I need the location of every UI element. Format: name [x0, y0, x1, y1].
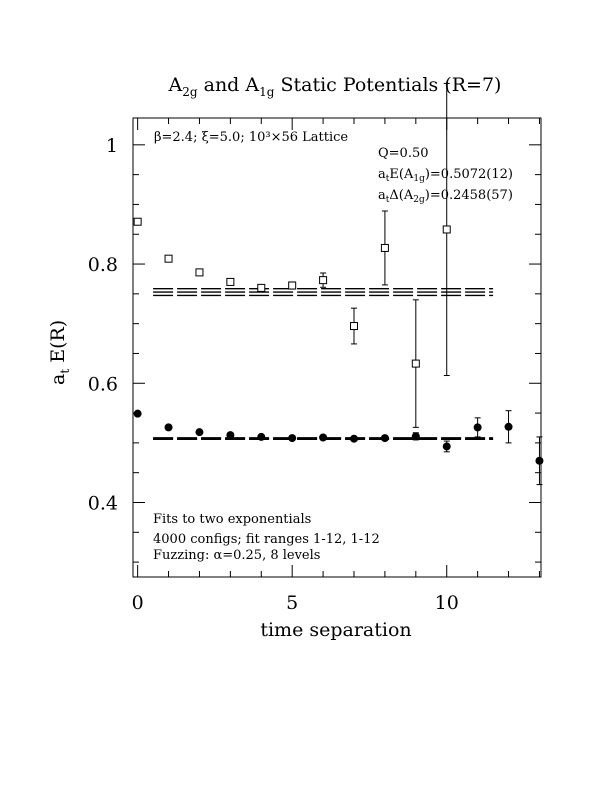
series-marks — [133, 82, 544, 486]
square-marker — [257, 283, 266, 292]
chart-title: A2g and A1g Static Potentials (R=7) — [168, 74, 502, 99]
a1g-point — [133, 409, 142, 418]
square-marker — [133, 217, 142, 226]
y-tick-label: 0.6 — [88, 373, 118, 395]
annotation-d-a2g: atΔ(A2g)=0.2458(57) — [378, 188, 513, 205]
circle-marker — [319, 433, 328, 442]
y-tick-label: 1 — [106, 135, 118, 157]
a2g-point — [133, 217, 142, 226]
circle-marker — [133, 409, 142, 418]
a1g-point — [350, 434, 358, 443]
a2g-point — [380, 210, 389, 286]
circle-marker — [380, 434, 389, 443]
x-tick-label: 0 — [132, 592, 144, 614]
axis-tick-labels: 0 5 10 0.4 0.6 0.8 1 — [88, 135, 459, 614]
a2g-point — [195, 268, 204, 277]
circle-marker — [164, 423, 173, 432]
plot-frame — [132, 117, 542, 578]
annotation-lattice: β=2.4; ξ=5.0; 10³×56 Lattice — [154, 130, 348, 145]
a2g-point — [411, 299, 420, 428]
circle-marker — [411, 432, 420, 441]
a1g-point — [164, 423, 173, 432]
x-tick-label: 5 — [286, 592, 298, 614]
a1g-point — [473, 417, 482, 438]
square-marker — [380, 243, 389, 252]
a1g-point — [411, 432, 420, 441]
a1g-point — [535, 436, 544, 486]
a1g-point — [226, 431, 235, 440]
a1g-point — [257, 432, 266, 441]
fit-lines — [153, 287, 494, 440]
a1g-point — [195, 428, 204, 437]
circle-marker — [473, 423, 482, 432]
x-tick-label: 10 — [435, 592, 459, 614]
circle-marker — [257, 432, 266, 441]
y-tick-label: 0.4 — [88, 492, 118, 514]
annotation-e-a1g: atE(A1g)=0.5072(12) — [378, 167, 513, 184]
circle-marker — [442, 442, 451, 451]
a2g-point — [164, 254, 173, 263]
circle-marker — [195, 428, 204, 437]
a1g-point — [504, 410, 513, 444]
a2g-point — [319, 272, 328, 288]
square-marker — [226, 277, 235, 286]
square-marker — [411, 359, 420, 368]
a2g-point — [257, 283, 266, 292]
square-marker — [164, 254, 173, 263]
square-marker — [288, 281, 297, 290]
annotation-fits: Fits to two exponentials — [153, 512, 311, 527]
square-marker — [350, 322, 358, 331]
y-tick-label: 0.8 — [88, 254, 118, 276]
a2g-point — [226, 277, 235, 286]
square-marker — [442, 225, 451, 234]
annotation-configs: 4000 configs; fit ranges 1-12, 1-12 — [153, 532, 380, 547]
circle-marker — [226, 431, 235, 440]
square-marker — [195, 268, 204, 277]
annotation-q: Q=0.50 — [378, 146, 429, 161]
circle-marker — [350, 434, 358, 443]
x-axis-label: time separation — [260, 619, 411, 641]
a1g-point — [288, 434, 297, 443]
a2g-point — [350, 307, 358, 345]
a1g-point — [442, 440, 451, 453]
a1g-point — [319, 433, 328, 442]
a2g-point — [288, 281, 297, 290]
axis-ticks — [133, 118, 541, 577]
annotation-fuzzing: Fuzzing: α=0.25, 8 levels — [153, 548, 320, 563]
y-axis-label: at E(R) — [47, 320, 72, 385]
circle-marker — [535, 456, 544, 465]
a1g-point — [380, 434, 389, 443]
a2g-point — [442, 82, 451, 377]
square-marker — [319, 276, 328, 285]
circle-marker — [504, 422, 513, 431]
circle-marker — [288, 434, 297, 443]
